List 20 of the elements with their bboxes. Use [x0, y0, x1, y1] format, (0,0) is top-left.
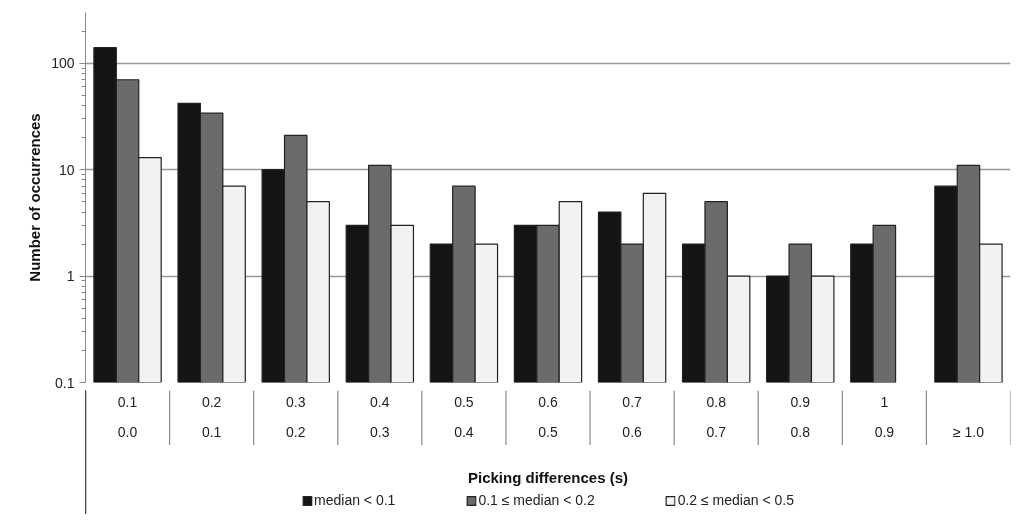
legend-label: median < 0.1 — [314, 492, 396, 508]
x-tick-label: 0.6 0.5 — [538, 393, 558, 441]
x-tick-label: 1 0.9 — [874, 393, 895, 441]
x-tick-label: 0.8 0.7 — [706, 393, 727, 441]
legend-label: 0.2 ≤ median < 0.5 — [677, 492, 794, 508]
y-tick-label: 0.1 — [55, 374, 75, 391]
x-tick-label: 0.5 0.4 — [454, 393, 474, 441]
legend-label: 0.1 ≤ median < 0.2 — [478, 492, 595, 508]
x-tick-label: 0.7 0.6 — [622, 393, 643, 441]
x-axis-title: Picking differences (s) — [467, 468, 629, 486]
x-tick-label: ≥ 1.0 — [952, 424, 985, 441]
x-tick-label: 0.3 0.2 — [286, 393, 306, 441]
y-tick-label: 100 — [51, 55, 75, 72]
x-tick-label: 0.9 0.8 — [790, 393, 811, 441]
y-axis-title: Number of occurrences — [26, 113, 44, 282]
y-tick-label: 1 — [66, 268, 75, 285]
x-tick-label: 0.4 0.3 — [370, 393, 390, 441]
x-tick-label: 0.2 0.1 — [201, 393, 222, 441]
y-tick-label: 10 — [58, 161, 75, 178]
x-tick-label: 0.1 0.0 — [117, 393, 138, 441]
